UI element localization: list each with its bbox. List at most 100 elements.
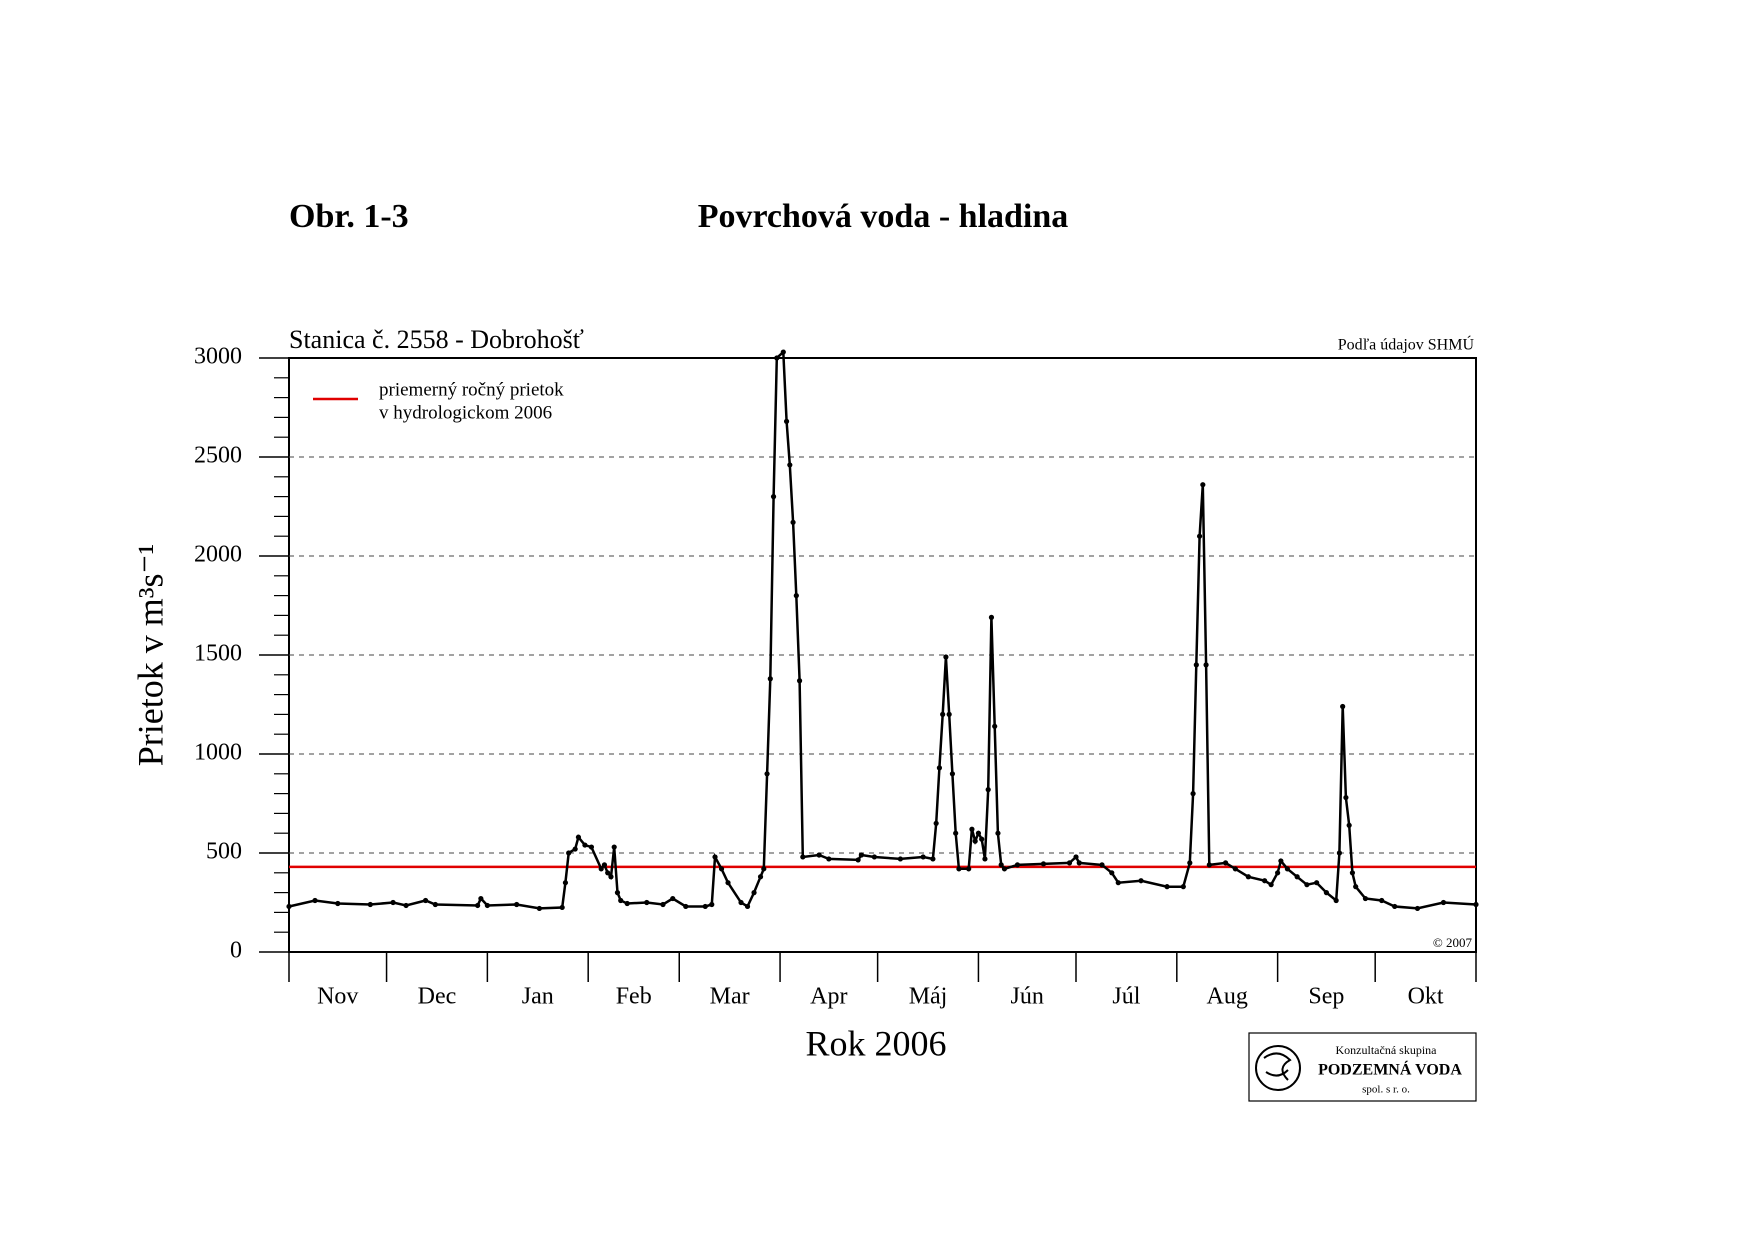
x-tick-label: Apr <box>810 984 847 1010</box>
flow-point <box>975 830 982 836</box>
flow-point <box>1362 895 1369 902</box>
flow-point <box>390 899 396 906</box>
flow-point <box>1187 860 1193 866</box>
flow-point <box>998 862 1004 868</box>
flow-point <box>946 711 952 718</box>
flow-point <box>790 519 796 525</box>
flow-point <box>982 856 988 862</box>
flow-point <box>995 830 1001 836</box>
y-tick-label: 2500 <box>194 443 242 469</box>
flow-point <box>826 856 832 862</box>
flow-point <box>855 857 861 863</box>
flow-point <box>670 895 676 902</box>
flow-point <box>562 880 569 886</box>
y-tick-label: 3000 <box>194 344 242 370</box>
flow-point <box>1294 874 1300 880</box>
x-tick-label: Aug <box>1207 984 1248 1010</box>
flow-point <box>988 614 995 620</box>
chart-title: Povrchová voda - hladina <box>698 198 1069 235</box>
flow-point <box>858 852 864 858</box>
flow-point <box>1206 862 1212 868</box>
flow-point <box>725 880 731 886</box>
x-tick-label: Dec <box>418 984 457 1010</box>
flow-point <box>816 852 822 858</box>
flow-point <box>566 850 572 856</box>
y-axis-label: Prietok v m³s⁻¹ <box>130 544 170 767</box>
flow-point <box>718 866 725 872</box>
legend-label: priemerný ročný prietok <box>379 379 564 400</box>
flow-point <box>1164 884 1170 890</box>
flow-point <box>608 874 614 880</box>
flow-point <box>1109 870 1115 876</box>
flow-point <box>312 897 318 904</box>
flow-point <box>582 842 588 848</box>
y-tick-label: 500 <box>206 839 242 865</box>
flow-point <box>1203 662 1209 668</box>
flow-point <box>598 866 604 872</box>
x-tick-label: Nov <box>317 984 358 1010</box>
flow-point <box>897 856 903 862</box>
flow-point <box>1222 860 1229 866</box>
flow-point <box>774 355 780 361</box>
flow-point <box>936 765 943 771</box>
flow-point <box>1138 878 1144 884</box>
legend-label: v hydrologickom 2006 <box>379 402 552 423</box>
flow-point <box>979 836 985 842</box>
flow-point <box>972 838 978 844</box>
flow-point <box>787 462 793 468</box>
y-tick-label: 0 <box>230 938 242 964</box>
flow-point <box>1180 884 1186 890</box>
flow-point <box>335 900 341 907</box>
flow-point <box>559 904 565 911</box>
flow-point <box>1073 854 1079 860</box>
flow-point <box>1040 861 1047 867</box>
logo-icon-mark <box>1263 1052 1292 1081</box>
logo-line: spol. s r. o. <box>1362 1084 1410 1096</box>
flow-point <box>286 903 292 910</box>
flow-point <box>770 494 777 500</box>
flow-point <box>1323 890 1330 896</box>
flow-point <box>744 903 751 910</box>
flow-point <box>1379 897 1385 904</box>
flow-point <box>949 771 956 777</box>
flow-point <box>1076 860 1082 866</box>
flow-point <box>403 902 409 909</box>
copyright: © 2007 <box>1433 935 1473 950</box>
flow-point <box>1349 870 1356 876</box>
flow-point <box>1473 901 1479 908</box>
flow-point <box>605 870 611 876</box>
flow-point <box>940 711 946 718</box>
flow-point <box>780 349 786 355</box>
x-tick-label: Mar <box>710 984 750 1010</box>
y-tick-label: 1000 <box>194 740 242 766</box>
x-tick-label: Sep <box>1308 984 1344 1010</box>
flow-point <box>1343 794 1349 801</box>
flow-point <box>920 854 926 860</box>
flow-point <box>475 902 481 909</box>
flow-point <box>709 901 715 908</box>
flow-point <box>800 854 806 860</box>
flow-point <box>796 678 803 684</box>
flow-point <box>1001 866 1008 872</box>
x-tick-label: Júl <box>1112 984 1140 1010</box>
flow-point <box>1333 897 1339 904</box>
flow-point <box>761 866 767 872</box>
flow-point <box>575 834 582 840</box>
flow-point <box>969 826 975 832</box>
flow-point <box>1440 899 1447 906</box>
flow-point <box>1340 703 1346 710</box>
x-tick-label: Jan <box>522 984 554 1010</box>
flow-point <box>367 901 373 908</box>
flow-point <box>536 905 543 912</box>
flow-point <box>1268 882 1274 888</box>
logo-line: Konzultačná skupina <box>1336 1043 1438 1057</box>
flow-point <box>1346 822 1352 828</box>
flow-point <box>1304 882 1310 888</box>
flow-point <box>712 854 718 860</box>
flow-point <box>1115 880 1121 886</box>
flow-point <box>1232 866 1238 872</box>
flow-point <box>933 820 939 826</box>
flow-point <box>702 903 708 910</box>
flow-point <box>1245 874 1251 880</box>
flow-point <box>588 844 595 850</box>
